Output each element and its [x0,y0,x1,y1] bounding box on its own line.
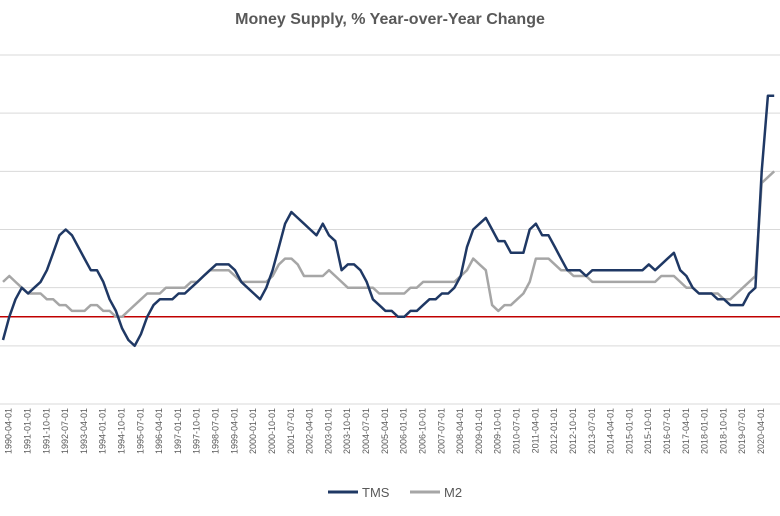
x-tick-label: 1999-04-01 [229,408,239,454]
x-tick-label: 2009-10-01 [493,408,503,454]
chart-title: Money Supply, % Year-over-Year Change [235,11,545,28]
x-tick-label: 2004-07-01 [361,408,371,454]
x-tick-label: 2002-04-01 [305,408,315,454]
x-tick-label: 2018-01-01 [700,408,710,454]
x-tick-label: 1991-01-01 [22,408,32,454]
x-tick-label: 2010-07-01 [512,408,522,454]
series-line [1,94,775,348]
legend-label: M2 [444,485,462,500]
x-tick-label: 1993-04-01 [79,408,89,454]
x-tick-label: 1995-07-01 [135,408,145,454]
x-tick-label: 2012-01-01 [549,408,559,454]
x-tick-label: 2015-01-01 [624,408,634,454]
x-tick-label: 2011-04-01 [530,408,540,453]
x-tick-label: 2016-07-01 [662,408,672,454]
x-tick-label: 2008-04-01 [455,408,465,454]
x-tick-label: 1992-07-01 [60,408,70,454]
x-tick-label: 2006-01-01 [399,408,409,454]
x-tick-label: 1994-01-01 [98,408,108,454]
x-tick-label: 1997-01-01 [173,408,183,454]
x-tick-label: 2006-10-01 [417,408,427,454]
x-tick-label: 2017-04-01 [681,408,691,454]
x-tick-label: 2003-10-01 [342,408,352,454]
x-tick-label: 1990-04-01 [4,408,14,454]
x-tick-label: 2007-07-01 [436,408,446,454]
x-tick-label: 2000-01-01 [248,408,258,454]
series-line [2,170,776,319]
x-tick-label: 2018-10-01 [718,408,728,454]
x-tick-label: 2019-07-01 [737,408,747,454]
x-tick-label: 2015-10-01 [643,408,653,454]
legend-label: TMS [362,485,390,500]
x-tick-label: 1998-07-01 [211,408,221,454]
x-tick-label: 2020-04-01 [756,408,766,454]
x-tick-label: 1997-10-01 [192,408,202,454]
x-tick-label: 2014-04-01 [606,408,616,454]
x-tick-label: 2005-04-01 [380,408,390,454]
x-tick-label: 1994-10-01 [117,408,127,454]
x-tick-label: 1996-04-01 [154,408,164,454]
x-tick-label: 2001-07-01 [286,408,296,454]
x-tick-label: 2003-01-01 [323,408,333,454]
x-tick-label: 2013-07-01 [587,408,597,454]
x-tick-label: 2012-10-01 [568,408,578,454]
x-tick-label: 1991-10-01 [41,408,51,454]
x-tick-label: 2009-01-01 [474,408,484,454]
x-tick-label: 2000-10-01 [267,408,277,454]
